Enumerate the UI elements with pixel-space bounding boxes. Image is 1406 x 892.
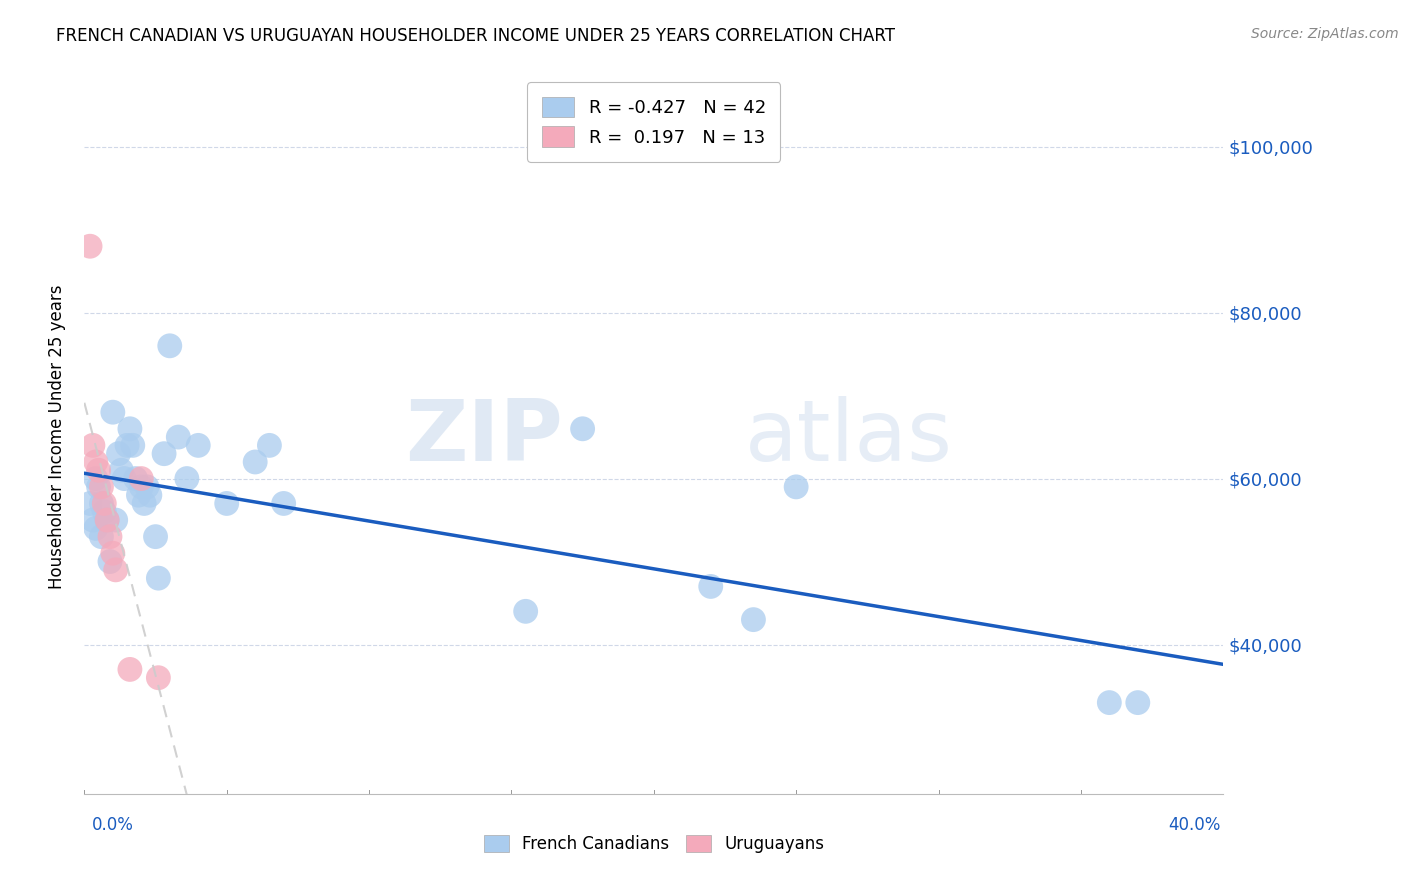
Text: 0.0%: 0.0% [91, 816, 134, 834]
Point [145, 530, 167, 544]
Point [273, 496, 295, 510]
Point [84, 455, 107, 469]
Point [700, 579, 723, 593]
Point [82, 438, 104, 452]
Point [87, 463, 110, 477]
Point [1126, 696, 1149, 710]
Point [215, 496, 238, 510]
Legend: R = -0.427   N = 42, R =  0.197   N = 13: R = -0.427 N = 42, R = 0.197 N = 13 [527, 82, 780, 161]
Point [148, 571, 170, 585]
Text: ZIP: ZIP [405, 395, 562, 479]
Text: atlas: atlas [745, 395, 953, 479]
Point [96, 513, 118, 527]
Point [127, 488, 149, 502]
Point [84, 472, 107, 486]
Y-axis label: Householder Income Under 25 years: Householder Income Under 25 years [48, 285, 66, 590]
Point [134, 496, 156, 510]
Point [131, 480, 153, 494]
Point [112, 472, 135, 486]
Point [87, 480, 110, 494]
Text: Source: ZipAtlas.com: Source: ZipAtlas.com [1251, 27, 1399, 41]
Point [515, 604, 537, 618]
Point [98, 530, 121, 544]
Point [139, 488, 162, 502]
Point [84, 521, 107, 535]
Point [121, 438, 143, 452]
Point [104, 513, 127, 527]
Point [90, 496, 112, 510]
Point [159, 339, 181, 353]
Point [104, 563, 127, 577]
Point [245, 455, 267, 469]
Point [115, 438, 138, 452]
Point [107, 447, 129, 461]
Point [167, 430, 190, 444]
Point [98, 555, 121, 569]
Point [1098, 696, 1121, 710]
Point [79, 239, 101, 253]
Point [259, 438, 281, 452]
Point [187, 438, 209, 452]
Text: FRENCH CANADIAN VS URUGUAYAN HOUSEHOLDER INCOME UNDER 25 YEARS CORRELATION CHART: FRENCH CANADIAN VS URUGUAYAN HOUSEHOLDER… [56, 27, 896, 45]
Point [82, 513, 104, 527]
Point [571, 422, 593, 436]
Point [93, 505, 115, 519]
Point [101, 405, 124, 419]
Point [90, 480, 112, 494]
Point [118, 662, 141, 676]
Point [79, 496, 101, 510]
Text: 40.0%: 40.0% [1168, 816, 1220, 834]
Point [785, 480, 807, 494]
Point [93, 496, 115, 510]
Legend: French Canadians, Uruguayans: French Canadians, Uruguayans [475, 827, 832, 862]
Point [742, 613, 765, 627]
Point [96, 513, 118, 527]
Point [153, 447, 176, 461]
Point [101, 546, 124, 560]
Point [90, 530, 112, 544]
Point [131, 472, 153, 486]
Point [148, 671, 170, 685]
Point [136, 480, 159, 494]
Point [110, 463, 132, 477]
Point [176, 472, 198, 486]
Point [124, 472, 146, 486]
Point [118, 422, 141, 436]
